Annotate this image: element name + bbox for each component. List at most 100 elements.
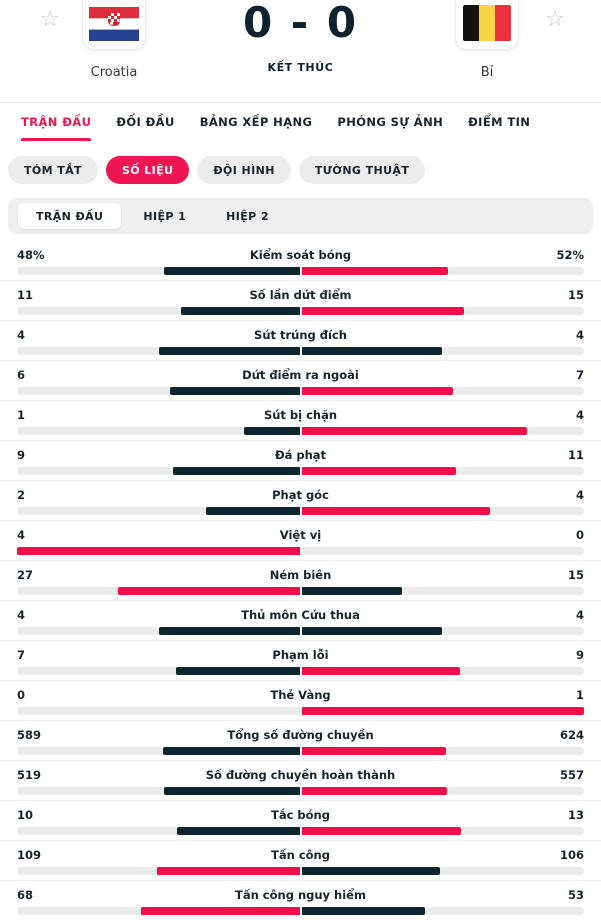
stat-home-value: 10 [17,808,34,822]
sub-tabs: TÓM TẮT SỐ LIỆU ĐỘI HÌNH TƯỜNG THUẬT [0,141,601,184]
stat-bar-away [300,587,402,595]
stat-head: 6 Dứt điểm ra ngoài 7 [17,361,584,382]
main-tab[interactable]: ĐIỂM TIN [468,115,531,129]
stat-row: 519 Số đường chuyền hoàn thành 557 [0,761,601,801]
stat-bar-track [17,387,584,395]
stat-home-value: 519 [17,768,42,782]
stat-bar-away [300,307,465,315]
stat-bar-track [17,547,584,555]
stat-bar-away [300,667,460,675]
stat-away-value: 53 [567,888,584,902]
period-tabs: TRẬN ĐẤU HIỆP 1 HIỆP 2 [8,198,593,234]
stat-bar-away [300,387,454,395]
away-flag-card[interactable] [455,0,519,50]
stat-row: 4 Việt vị 0 [0,521,601,561]
match-header: ☆ 0 - 0 KẾT THÚC ☆ Croatia Bỉ [0,0,601,103]
match-status: KẾT THÚC [267,61,334,74]
stat-bar-track [17,587,584,595]
stat-bar-home [17,547,301,555]
stat-row: 68 Tấn công nguy hiểm 53 [0,881,601,920]
stat-head: 48% Kiểm soát bóng 52% [17,241,584,262]
stat-home-value: 4 [17,528,26,542]
stat-bar-away [300,827,461,835]
stat-bar-divider [299,627,302,635]
stat-head: 1 Sút bị chặn 4 [17,401,584,422]
stat-bar-divider [299,587,302,595]
stat-label: Tổng số đường chuyền [227,728,374,742]
stat-bar-divider [299,307,302,315]
stat-away-value: 557 [559,768,584,782]
stat-row: 27 Ném biên 15 [0,561,601,601]
stat-away-value: 4 [575,408,584,422]
stat-head: 10 Tắc bóng 13 [17,801,584,822]
sub-tab-pill[interactable]: ĐỘI HÌNH [197,156,291,184]
stat-bar-home [118,587,301,595]
stat-home-value: 6 [17,368,26,382]
stats-list: 48% Kiểm soát bóng 52% 11 Số lần dứt điể… [0,241,601,920]
home-team-name: Croatia [90,65,138,80]
stat-home-value: 589 [17,728,42,742]
stat-bar-away [300,627,443,635]
sub-tab-pill[interactable]: TƯỜNG THUẬT [298,156,426,184]
away-team-name: Bỉ [480,65,494,80]
stat-label: Thẻ Vàng [270,688,331,702]
sub-tab-pill[interactable]: TÓM TẮT [8,156,98,184]
favorite-star-home-icon[interactable]: ☆ [40,7,60,32]
stat-label: Thủ môn Cứu thua [241,608,360,622]
main-tab[interactable]: PHÓNG SỰ ẢNH [337,115,444,129]
stat-bar-away [300,347,443,355]
stat-label: Sút bị chặn [263,408,338,422]
main-tab[interactable]: TRẬN ĐẤU [21,103,92,141]
stat-home-value: 109 [17,848,42,862]
stat-away-value: 106 [559,848,584,862]
stat-head: 519 Số đường chuyền hoàn thành 557 [17,761,584,782]
stat-label: Đá phạt [274,448,327,462]
stat-bar-track [17,507,584,515]
stat-away-value: 9 [575,648,584,662]
stat-away-value: 13 [567,808,584,822]
stat-bar-track [17,347,584,355]
stat-bar-track [17,627,584,635]
favorite-star-away-icon[interactable]: ☆ [545,7,565,32]
home-flag-card[interactable] [82,0,146,50]
stat-bar-home [206,507,301,515]
stat-bar-home [243,427,301,435]
stat-bar-track [17,907,584,915]
stat-bar-away [300,427,528,435]
belgium-flag-icon [463,5,511,41]
stat-head: 589 Tổng số đường chuyền 624 [17,721,584,742]
stat-bar-divider [299,427,302,435]
stat-bar-track [17,787,584,795]
stat-away-value: 11 [567,448,584,462]
stat-bar-home [162,747,301,755]
stat-bar-divider [299,747,302,755]
stat-bar-divider [299,347,302,355]
stat-bar-divider [299,867,302,875]
period-tab[interactable]: HIỆP 1 [143,209,187,223]
stat-bar-away [300,747,447,755]
stat-row: 1 Sút bị chặn 4 [0,401,601,441]
stat-bar-track [17,827,584,835]
stat-bar-away [300,467,457,475]
stat-label: Số lần dứt điểm [249,288,352,302]
main-tab[interactable]: BẢNG XẾP HẠNG [199,115,313,129]
stat-bar-track [17,667,584,675]
stat-label: Việt vị [279,528,322,542]
stat-row: 109 Tấn công 106 [0,841,601,881]
period-tab[interactable]: HIỆP 2 [226,209,269,223]
stat-bar-away [300,787,448,795]
sub-tab-pill[interactable]: SỐ LIỆU [105,156,190,184]
stat-home-value: 4 [17,608,26,622]
stat-home-value: 7 [17,648,26,662]
main-tab[interactable]: ĐỐI ĐẦU [116,115,175,129]
period-tab[interactable]: TRẬN ĐẤU [18,203,122,229]
stat-away-value: 4 [575,328,584,342]
stat-head: 7 Phạm lỗi 9 [17,641,584,662]
stat-head: 9 Đá phạt 11 [17,441,584,462]
stat-bar-away [300,867,441,875]
stat-bar-divider [299,387,302,395]
stat-bar-track [17,267,584,275]
stat-head: 4 Thủ môn Cứu thua 4 [17,601,584,622]
stat-away-value: 15 [567,288,584,302]
stat-bar-home [180,307,301,315]
